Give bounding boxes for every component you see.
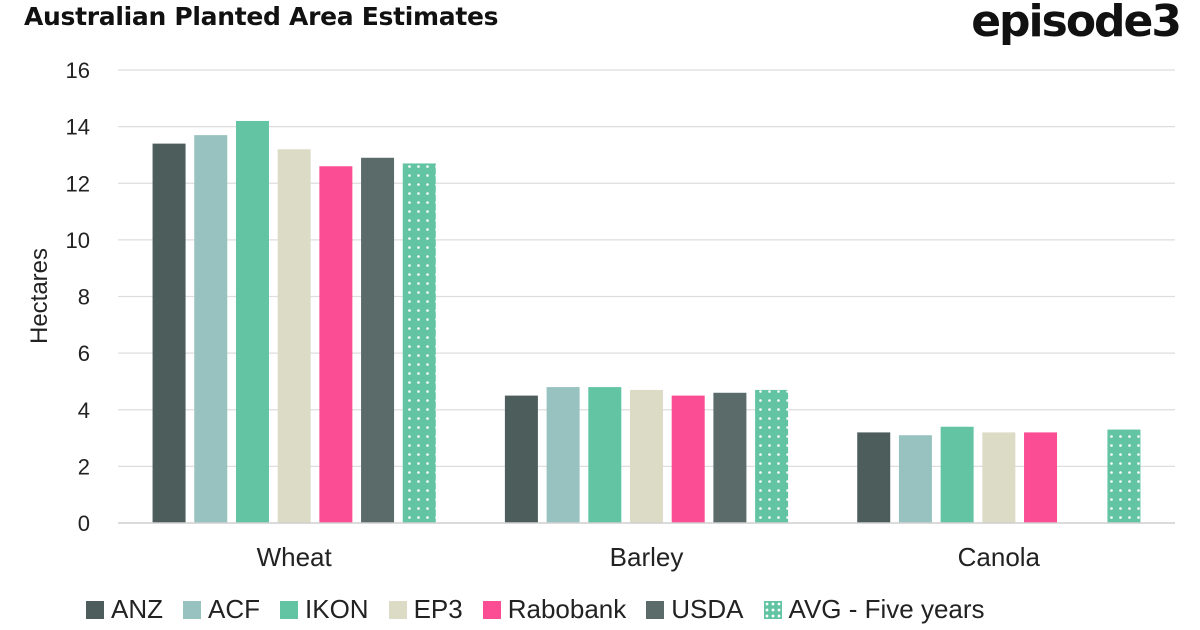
y-tick-label: 12 [66,171,90,196]
bar-anz-canola [857,432,891,523]
legend-label: ACF [208,594,260,624]
bar-rabobank-wheat [319,166,353,523]
bar-ep3-wheat [277,149,311,523]
y-tick-label: 4 [78,398,90,423]
y-tick-label: 14 [66,115,90,140]
bar-acf-wheat [194,135,228,523]
category-label-canola: Canola [958,542,1041,572]
bar-ikon-canola [940,426,974,523]
bar-ep3-barley [630,389,663,523]
legend: ANZ ACF IKON EP3 Rabobank USDA AVG - Five year… [86,594,1005,625]
legend-swatch [86,600,104,619]
y-axis-ticks: 0 2 4 6 8 10 12 14 16 [66,58,90,536]
bar-acf-barley [546,387,580,523]
legend-swatch [183,600,201,619]
bar-anz-wheat [152,143,186,524]
bar-usda-wheat [361,157,395,524]
category-label-wheat: Wheat [257,542,333,572]
bar-ep3-canola [982,432,1016,523]
y-tick-label: 16 [66,58,90,83]
legend-swatch [646,600,665,619]
legend-label: ANZ [111,594,163,624]
x-axis-categories: Wheat Barley Canola [257,542,1041,572]
legend-item-anz: ANZ [86,594,163,625]
legend-item-usda: USDA [646,594,744,625]
bar-avg-five-years-barley [755,389,789,523]
bar-avg-five-years-wheat [402,163,436,523]
legend-swatch [388,600,407,619]
legend-swatch [763,600,782,619]
legend-swatch [280,600,298,619]
legend-swatch [482,600,501,619]
bar-anz-barley [504,395,538,523]
bar-ikon-wheat [235,120,269,524]
y-axis-label: Hectares [26,248,53,344]
legend-item-ikon: IKON [280,594,369,625]
legend-label: EP3 [413,594,463,624]
y-tick-label: 2 [78,454,90,479]
legend-label: Rabobank [507,594,627,624]
bar-acf-canola [898,435,932,523]
legend-label: IKON [305,594,369,624]
y-tick-label: 10 [66,228,90,253]
y-tick-label: 8 [78,285,90,310]
legend-item-ep3: EP3 [388,594,463,625]
bar-avg-five-years-canola [1107,429,1141,523]
legend-label: USDA [671,594,744,624]
legend-item-avg-five-years: AVG - Five years [763,594,985,625]
bar-ikon-barley [588,387,622,523]
bars [152,120,1141,524]
legend-label: AVG - Five years [788,594,985,624]
bar-usda-barley [713,392,747,523]
chart-title: Australian Planted Area Estimates [24,2,499,31]
category-label-barley: Barley [610,542,684,572]
y-tick-label: 0 [78,511,90,536]
brand-logo: episode3 [971,0,1182,47]
legend-item-rabobank: Rabobank [482,594,627,625]
bar-rabobank-barley [671,395,705,523]
y-tick-label: 6 [78,341,90,366]
legend-item-acf: ACF [183,594,260,625]
bar-rabobank-canola [1024,432,1058,523]
